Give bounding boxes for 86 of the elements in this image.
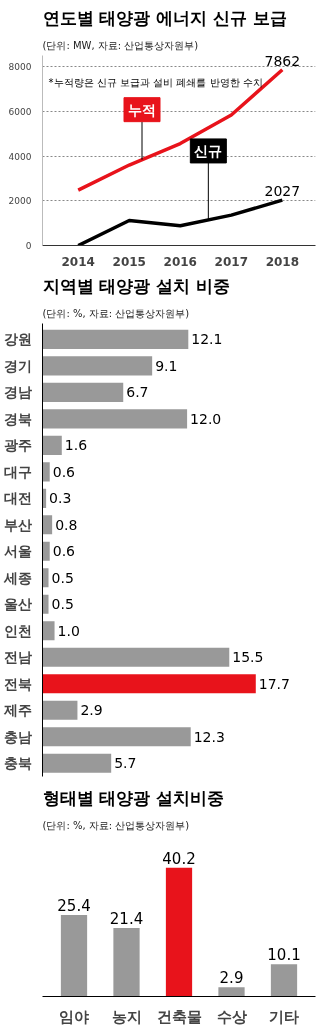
y-tick-label: 경남 [3,384,32,401]
bar [113,927,140,997]
bar [165,867,193,997]
data-label: 1.6 [64,437,88,454]
x-tick-label: 농지 [111,1007,142,1026]
data-label: 6.7 [126,384,149,401]
data-label: 0.3 [49,490,72,507]
data-label: 12.0 [190,410,222,427]
bar [42,594,49,614]
bar [60,915,88,997]
data-label: 9.1 [155,357,178,374]
data-label: 12.3 [193,728,225,745]
data-label: 2027 [264,183,301,200]
y-tick-label: 6000 [8,106,32,117]
y-tick-label: 전남 [3,649,32,666]
x-tick-label: 2017 [214,254,249,269]
data-label: 7862 [264,52,301,69]
y-tick-label: 울산 [3,596,32,613]
text: 누적 [128,101,156,118]
chart-subtitle: (단위: %, 자료: 산업통상자원부) [42,307,190,319]
y-tick-label: 경북 [3,410,32,427]
y-tick-label: 인천 [3,622,32,639]
y-tick-label: 충남 [3,728,32,745]
bar [42,382,124,402]
y-tick-label: 세종 [2,569,32,586]
bar [42,674,256,694]
bar [42,621,55,641]
bar [42,568,49,588]
data-label: 25.4 [57,897,91,916]
bar [42,409,188,429]
data-label: 0.6 [52,463,76,480]
bar [42,700,78,720]
y-tick-label: 충북 [3,755,32,772]
x-tick-label: 건축물 [156,1007,202,1026]
chart-subtitle: (단위: %, 자료: 산업통상자원부) [42,819,190,831]
data-label: 10.1 [267,946,301,965]
bar [42,329,189,349]
data-label: 0.6 [52,543,76,560]
y-tick-label: 8000 [8,62,32,73]
bar [42,541,50,561]
y-tick-label: 대전 [3,490,32,507]
y-tick-label: 부산 [3,516,32,533]
x-tick-label: 2015 [112,254,146,269]
data-label: 0.8 [55,516,78,533]
bar [218,987,245,997]
bar [270,964,298,997]
bar [42,753,112,773]
chart-title: 지역별 태양광 설치 비중 [42,275,231,296]
data-label: 2.9 [80,702,103,719]
bar [42,647,230,667]
data-label: 1.0 [57,622,80,639]
y-tick-label: 경기 [3,357,32,374]
y-tick-label: 전북 [3,675,32,692]
y-tick-label: 대구 [3,463,32,480]
data-label: 0.5 [51,569,74,586]
x-tick-label: 임야 [59,1007,89,1026]
x-tick-label: 2016 [163,254,197,269]
data-label: 0.5 [51,596,74,613]
y-tick-label: 4000 [8,151,32,162]
y-tick-label: 광주 [3,437,32,454]
bar [42,462,50,482]
data-label: 5.7 [114,755,137,772]
data-label: 21.4 [109,909,144,928]
data-label: 12.1 [191,331,223,348]
annotation: *누적량은 신규 보급과 설비 폐쇄를 반영한 수치 [48,76,263,88]
bar [42,515,53,535]
data-label: 17.7 [258,675,290,692]
chart-subtitle: (단위: MW, 자료: 산업통상자원부) [42,39,199,51]
data-label: 15.5 [232,649,264,666]
y-tick-label: 제주 [2,702,32,719]
y-tick-label: 강원 [3,331,32,348]
x-tick-label: 수상 [216,1007,247,1026]
chart-title: 연도별 태양광 에너지 신규 보급 [42,7,288,28]
text: 신규 [194,142,223,159]
data-label: 2.9 [219,969,244,988]
x-tick-label: 2014 [61,254,95,269]
x-tick-label: 2018 [265,254,300,269]
chart-title: 형태별 태양광 설치비중 [42,787,225,808]
x-tick-label: 기타 [269,1007,299,1026]
bar [42,356,153,376]
data-label: 40.2 [162,849,196,868]
y-tick-label: 서울 [3,543,32,560]
y-tick-label: 0 [25,241,32,251]
bar [42,727,191,747]
y-tick-label: 2000 [8,196,32,207]
bar [42,435,62,455]
